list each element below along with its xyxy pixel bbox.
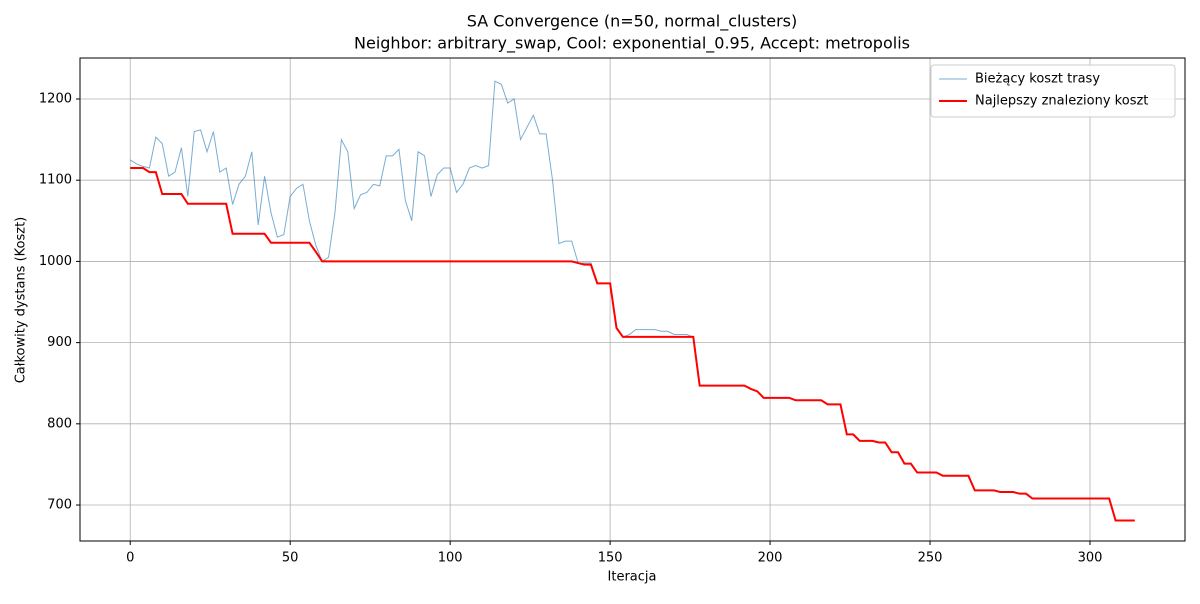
chart-subtitle: Neighbor: arbitrary_swap, Cool: exponent… bbox=[354, 34, 910, 54]
x-tick-label: 100 bbox=[438, 551, 463, 566]
legend-label: Najlepszy znaleziony koszt bbox=[975, 94, 1148, 109]
y-tick-label: 1000 bbox=[39, 254, 72, 269]
x-tick-label: 150 bbox=[598, 551, 623, 566]
legend-label: Bieżący koszt trasy bbox=[975, 72, 1100, 87]
plot-frame bbox=[79, 57, 1186, 542]
y-tick-label: 700 bbox=[47, 498, 72, 513]
y-axis-label: Całkowity dystans (Koszt) bbox=[14, 217, 29, 384]
series-line bbox=[130, 167, 1135, 522]
x-axis-label: Iteracja bbox=[608, 570, 657, 585]
x-tick-label: 200 bbox=[758, 551, 783, 566]
y-tick-label: 900 bbox=[47, 335, 72, 350]
y-tick-label: 1200 bbox=[39, 92, 72, 107]
x-tick-label: 300 bbox=[1078, 551, 1103, 566]
chart-title: SA Convergence (n=50, normal_clusters) bbox=[467, 12, 797, 32]
x-tick-label: 250 bbox=[918, 551, 943, 566]
y-tick-label: 1100 bbox=[39, 173, 72, 188]
y-tick-label: 800 bbox=[47, 416, 72, 431]
x-tick-label: 0 bbox=[126, 551, 134, 566]
x-tick-label: 50 bbox=[282, 551, 299, 566]
legend-box bbox=[930, 64, 1176, 118]
